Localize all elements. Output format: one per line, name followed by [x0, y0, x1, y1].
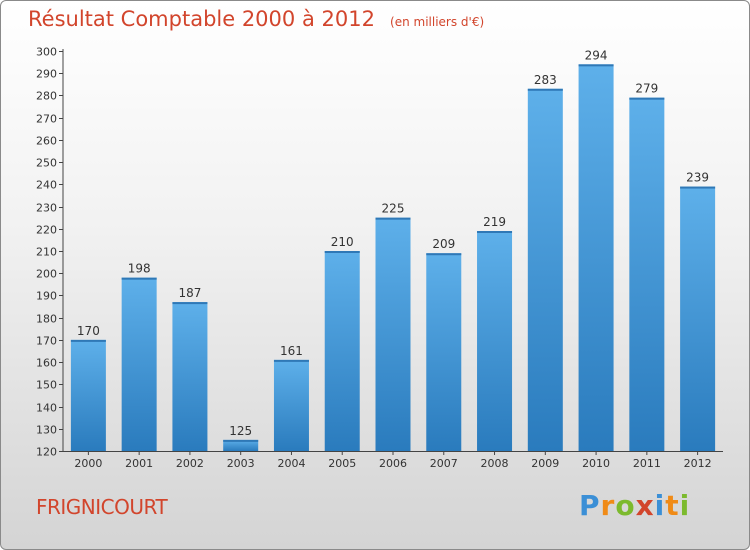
y-tick-label: 300: [36, 46, 57, 59]
bar: [273, 359, 309, 451]
y-tick-label: 130: [36, 424, 57, 437]
x-tick-label: 2000: [74, 457, 102, 470]
x-tick-label: 2007: [430, 457, 458, 470]
bar-top-edge: [375, 217, 411, 220]
chart-subtitle: (en milliers d'€): [390, 15, 485, 29]
bar-value-label: 187: [178, 286, 201, 300]
bar-top-edge: [70, 339, 106, 342]
x-tick-label: 2003: [227, 457, 255, 470]
bar-top-edge: [324, 251, 360, 253]
bar-top-edge: [426, 253, 462, 256]
bar: [375, 217, 411, 451]
bar-top-edge: [273, 359, 309, 362]
bar: [629, 97, 665, 452]
y-tick-label: 260: [36, 135, 57, 148]
y-tick-label: 170: [36, 335, 57, 348]
bar-top-edge: [629, 97, 665, 100]
bar: [172, 302, 208, 451]
y-tick-label: 290: [36, 68, 57, 81]
x-tick-label: 2006: [379, 457, 407, 470]
bar-value-label: 239: [686, 171, 709, 185]
bar-value-label: 294: [585, 48, 608, 62]
y-tick-label: 210: [36, 246, 57, 259]
bar: [426, 253, 462, 451]
y-tick-label: 270: [36, 113, 57, 126]
bar: [121, 277, 157, 451]
x-tick-label: 2008: [481, 457, 509, 470]
bar-top-edge: [172, 302, 208, 305]
bar: [223, 439, 259, 451]
x-tick-label: 2009: [531, 457, 559, 470]
proxiti-logo: Proxiti: [579, 489, 691, 522]
bar-top-edge: [223, 439, 259, 442]
bar-value-label: 210: [331, 235, 354, 249]
y-tick-label: 220: [36, 224, 57, 237]
y-tick-label: 200: [36, 268, 57, 281]
x-tick-label: 2012: [684, 457, 712, 470]
bar-value-label: 209: [432, 237, 455, 251]
bar-value-label: 170: [77, 324, 100, 338]
bar: [324, 251, 360, 451]
bar-value-label: 225: [382, 202, 405, 216]
bar-top-edge: [578, 64, 614, 67]
bar: [578, 64, 614, 452]
y-tick-label: 280: [36, 90, 57, 103]
bar-value-label: 279: [635, 82, 658, 96]
y-tick-label: 190: [36, 290, 57, 303]
title-row: Résultat Comptable 2000 à 2012 (en milli…: [28, 7, 484, 31]
y-tick-label: 120: [36, 446, 57, 459]
bar-value-label: 198: [128, 262, 151, 276]
x-tick-label: 2005: [328, 457, 356, 470]
y-tick-label: 240: [36, 179, 57, 192]
y-tick-label: 180: [36, 313, 57, 326]
x-tick-label: 2011: [633, 457, 661, 470]
bar: [680, 186, 716, 452]
bar-value-label: 283: [534, 73, 557, 87]
chart-title: Résultat Comptable 2000 à 2012: [28, 7, 375, 31]
y-tick-label: 230: [36, 202, 57, 215]
bar-top-edge: [121, 277, 157, 280]
y-tick-label: 140: [36, 402, 57, 415]
place-name: FRIGNICOURT: [36, 495, 168, 519]
bar-top-edge: [477, 231, 513, 233]
x-tick-label: 2001: [125, 457, 153, 470]
bar-value-label: 161: [280, 344, 303, 358]
y-tick-label: 160: [36, 357, 57, 370]
x-tick-label: 2002: [176, 457, 204, 470]
bar: [527, 88, 563, 452]
bar: [70, 339, 106, 451]
bar-top-edge: [680, 186, 716, 189]
bar-value-label: 219: [483, 215, 506, 229]
x-tick-label: 2004: [277, 457, 305, 470]
y-tick-label: 150: [36, 379, 57, 392]
bar-value-label: 125: [229, 424, 252, 438]
y-tick-label: 250: [36, 157, 57, 170]
bar: [477, 231, 513, 451]
x-tick-label: 2010: [582, 457, 610, 470]
bar-top-edge: [527, 88, 563, 91]
